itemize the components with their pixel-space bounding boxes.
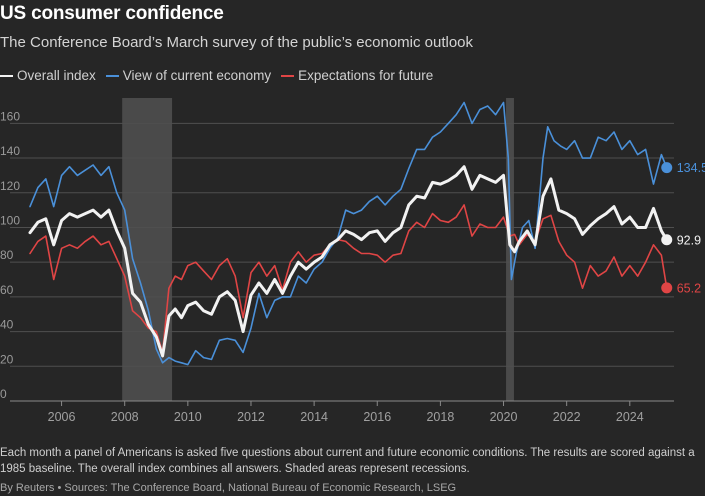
- x-tick-label-2022: 2022: [553, 410, 581, 424]
- legend-label-expectations: Expectations for future: [298, 68, 434, 83]
- x-tick-label-2006: 2006: [48, 410, 76, 424]
- y-tick-label-80: 80: [0, 248, 14, 262]
- page-title: US consumer confidence: [0, 3, 224, 24]
- endpoint-label-overall-index: 92.9: [677, 233, 701, 247]
- x-tick-label-2012: 2012: [237, 410, 265, 424]
- legend-swatch-current: [105, 74, 119, 77]
- grid-lines: 0 20 40 60 80 100 120 140 160: [0, 109, 674, 402]
- y-tick-label-0: 0: [0, 387, 7, 401]
- y-tick-label-140: 140: [0, 144, 20, 158]
- y-tick-label-20: 20: [0, 352, 14, 366]
- y-tick-label-60: 60: [0, 283, 14, 297]
- chart-note: Each month a panel of Americans is asked…: [0, 447, 695, 475]
- legend-item-current: View of current economy: [105, 68, 272, 83]
- source-footer: By Reuters • Sources: The Conference Boa…: [0, 482, 457, 494]
- endpoint-dot-expectations-for-future: [661, 282, 673, 294]
- chart-legend: Overall index View of current economy Ex…: [0, 68, 443, 83]
- x-axis: 2006 2008 2010 2012 2014 2016 2018 2020 2022 2024: [48, 401, 644, 424]
- x-tick-label-2016: 2016: [363, 410, 391, 424]
- x-tick-label-2024: 2024: [616, 410, 644, 424]
- series-line-expectations-for-future: [29, 204, 668, 354]
- endpoint-dot-overall-index: [661, 234, 673, 246]
- page-subtitle: The Conference Board’s March survey of t…: [0, 34, 474, 51]
- y-tick-label-100: 100: [0, 213, 20, 227]
- series-line-view-of-current-economy: [29, 101, 668, 366]
- y-tick-label-160: 160: [0, 109, 20, 123]
- series-line-overall-index: [28, 165, 669, 358]
- legend-swatch-overall: [0, 74, 13, 77]
- endpoint-label-view-of-current-economy: 134.5: [677, 161, 705, 175]
- legend-item-overall: Overall index: [0, 68, 96, 83]
- y-tick-label-120: 120: [0, 179, 20, 193]
- x-tick-label-2010: 2010: [174, 410, 202, 424]
- recession-shading: [122, 98, 514, 401]
- legend-label-overall: Overall index: [17, 68, 96, 83]
- endpoint-label-expectations-for-future: 65.2: [677, 281, 701, 295]
- endpoint-dot-view-of-current-economy: [661, 162, 673, 174]
- x-tick-label-2018: 2018: [426, 410, 454, 424]
- legend-item-expectations: Expectations for future: [281, 68, 433, 83]
- x-tick-label-2020: 2020: [490, 410, 518, 424]
- x-tick-label-2008: 2008: [111, 410, 139, 424]
- legend-label-current: View of current economy: [122, 68, 272, 83]
- x-tick-label-2014: 2014: [300, 410, 328, 424]
- series-lines: [28, 101, 669, 366]
- y-tick-label-40: 40: [0, 318, 14, 332]
- legend-swatch-expectations: [281, 74, 295, 77]
- endpoint-markers: 92.9 134.5 65.2: [661, 161, 705, 295]
- recession-band-0: [122, 98, 173, 401]
- line-chart: 0 20 40 60 80 100 120 140 160 92.9 134.5 65.2 2006…: [0, 98, 705, 424]
